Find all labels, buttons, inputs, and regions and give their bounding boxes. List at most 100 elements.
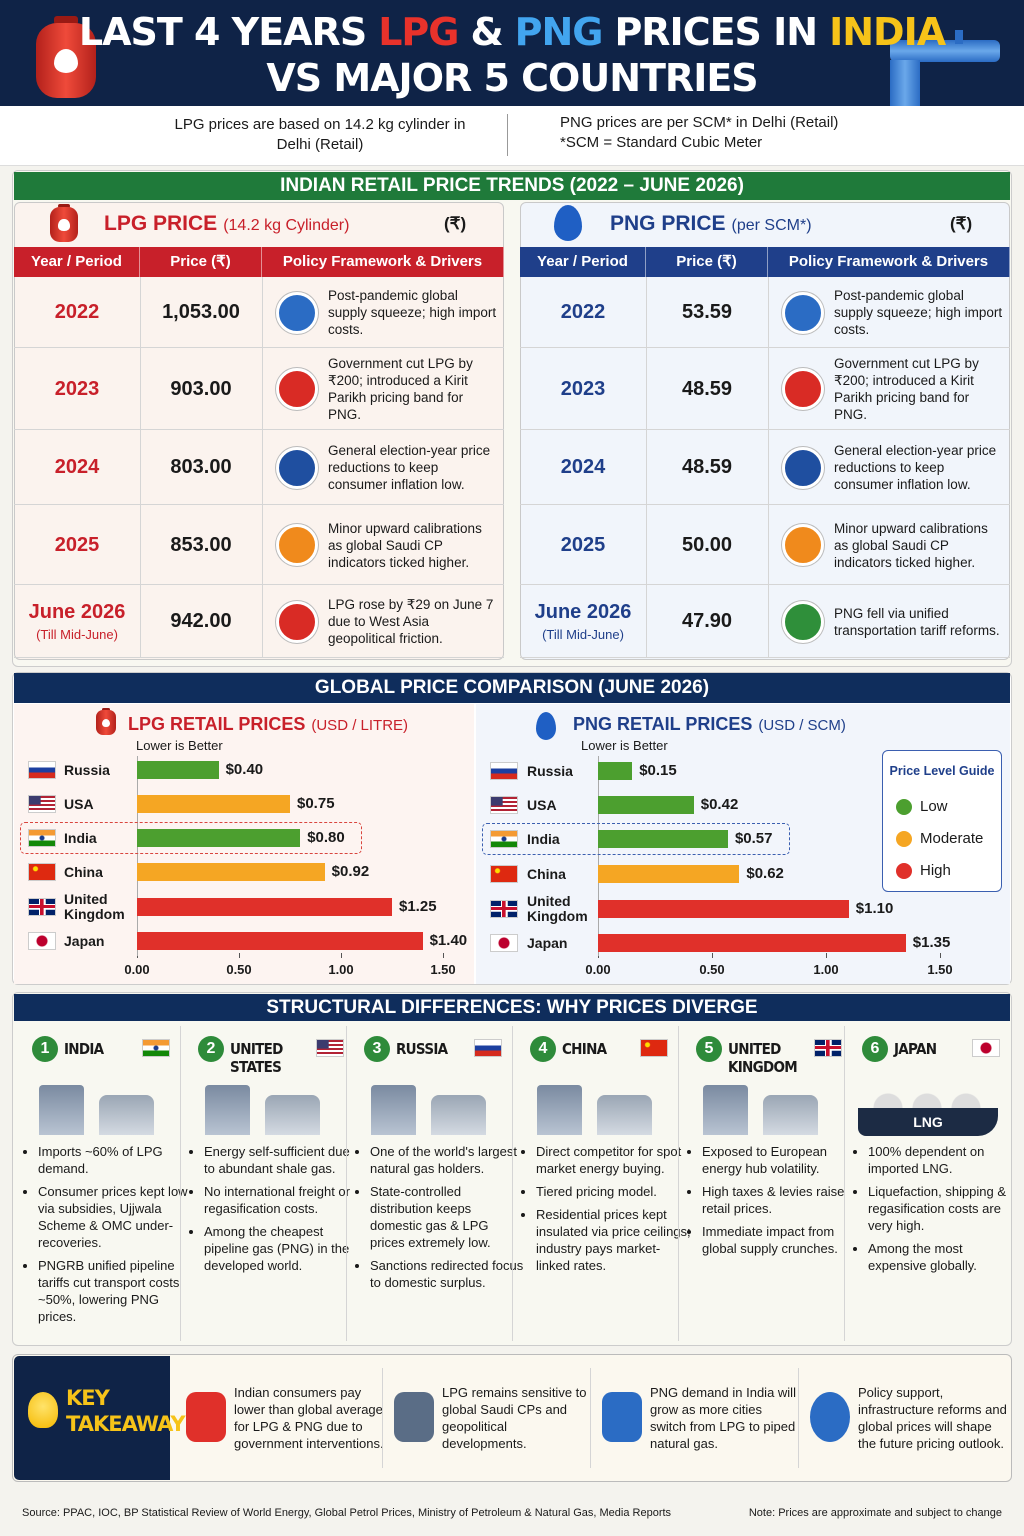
col-line	[140, 348, 141, 430]
title-part: PRICES IN	[614, 10, 818, 54]
period-cell: 2025	[520, 505, 646, 585]
icon	[186, 1392, 226, 1442]
icon	[955, 30, 963, 44]
period-cell: 2024	[520, 430, 646, 505]
row-line	[14, 504, 504, 505]
note-cell: LPG rose by ₹29 on June 7 due to West As…	[328, 585, 498, 658]
flag	[640, 1039, 668, 1057]
icon	[862, 1092, 992, 1108]
category-cell: China	[64, 854, 136, 890]
bullet: No international freight or regasificati…	[204, 1183, 360, 1217]
note: LPG prices are based on 14.2 kg cylinder…	[174, 116, 466, 153]
title-line: LAST 4 YEARS LPG & PNG PRICES IN INDIA	[0, 10, 1024, 58]
country-name: INDIA	[64, 1040, 104, 1058]
chart-unit: (USD / SCM)	[758, 717, 846, 734]
value-label: $0.40	[225, 761, 264, 778]
icon	[276, 291, 318, 334]
col-divider	[798, 1368, 799, 1468]
category-cell: Russia	[527, 753, 599, 789]
divider	[507, 114, 508, 156]
col-divider	[180, 1026, 181, 1341]
category-label: Japan	[527, 934, 568, 951]
col-divider	[844, 1026, 845, 1341]
bullet: Imports ~60% of LPG demand.	[38, 1143, 194, 1177]
currency: (₹)	[950, 214, 973, 233]
bullet: Tiered pricing model.	[536, 1183, 692, 1200]
column-header: Policy Framework & Drivers	[768, 247, 1010, 277]
period-note: (Till Mid-June)	[542, 627, 624, 642]
axis-line	[598, 756, 599, 956]
note: *SCM = Standard Cubic Meter	[560, 134, 763, 151]
note-cell: Minor upward calibrations as global Saud…	[328, 505, 498, 585]
col-line	[262, 430, 263, 505]
bar	[598, 830, 728, 848]
bar	[137, 829, 301, 847]
bar	[598, 865, 740, 883]
flag	[28, 795, 56, 813]
price: 942.00	[170, 610, 232, 632]
col-line	[646, 277, 647, 348]
price: 853.00	[170, 534, 232, 556]
category-cell: USA	[527, 787, 599, 823]
period: 2025	[54, 533, 100, 556]
title-part: INDIA	[829, 10, 946, 54]
value-label: $1.35	[912, 934, 951, 951]
category-cell: Japan	[64, 923, 136, 959]
flag	[474, 1039, 502, 1057]
country-name: CHINA	[562, 1040, 607, 1058]
period: 2023	[54, 377, 100, 400]
value-label: $0.75	[297, 795, 335, 812]
x-tick-label: 0.50	[699, 962, 725, 977]
value-label: $0.57	[734, 830, 773, 847]
row-line	[14, 584, 504, 585]
icon	[597, 1095, 652, 1135]
price: 48.59	[681, 456, 733, 478]
value-label: $1.40	[429, 932, 468, 949]
row-line	[520, 504, 1010, 505]
bar	[598, 796, 694, 814]
notes-band	[0, 106, 1024, 166]
bullet: Exposed to European energy hub volatilit…	[702, 1143, 858, 1177]
col-line	[140, 505, 141, 585]
takeaway-title: KEY TAKEAWAY	[66, 1386, 186, 1436]
col-line	[646, 505, 647, 585]
icon	[554, 205, 582, 241]
period-cell: 2023	[520, 348, 646, 430]
bar	[137, 932, 423, 950]
section-title: STRUCTURAL DIFFERENCES: WHY PRICES DIVER…	[14, 994, 1010, 1021]
value-label: $0.80	[307, 829, 345, 846]
x-tick-label: 1.50	[430, 962, 456, 977]
icon	[276, 446, 318, 489]
policy-note: Post-pandemic global supply squeeze; hig…	[328, 288, 497, 337]
col-line	[646, 430, 647, 505]
axis-line	[137, 756, 138, 956]
col-divider	[346, 1026, 347, 1341]
price: 47.90	[681, 610, 733, 632]
x-tick-label: 0.00	[585, 962, 611, 977]
col-line	[646, 585, 647, 658]
col-line	[768, 277, 769, 348]
title-part: PNG	[514, 10, 604, 54]
country-number: 5	[696, 1036, 722, 1062]
bar	[598, 762, 633, 780]
col-line	[262, 505, 263, 585]
bar	[598, 900, 849, 918]
period: 2022	[54, 301, 100, 323]
icon	[703, 1085, 748, 1135]
footer-note: Note: Prices are approximate and subject…	[748, 1507, 1002, 1519]
country-name: UNITED STATES	[230, 1040, 283, 1076]
tick-mark	[443, 953, 444, 958]
bar	[137, 761, 219, 779]
value-label: $0.92	[331, 863, 370, 880]
value-label: $1.10	[855, 900, 894, 917]
icon	[276, 368, 318, 410]
bullet: Among the cheapest pipeline gas (PNG) in…	[204, 1223, 360, 1274]
category-label: China	[527, 865, 566, 882]
title-part: LAST 4 YEARS	[78, 10, 367, 54]
flag	[490, 796, 518, 814]
flag	[316, 1039, 344, 1057]
col-divider	[382, 1368, 383, 1468]
category-cell: Japan	[527, 925, 599, 961]
icon	[810, 1392, 850, 1442]
